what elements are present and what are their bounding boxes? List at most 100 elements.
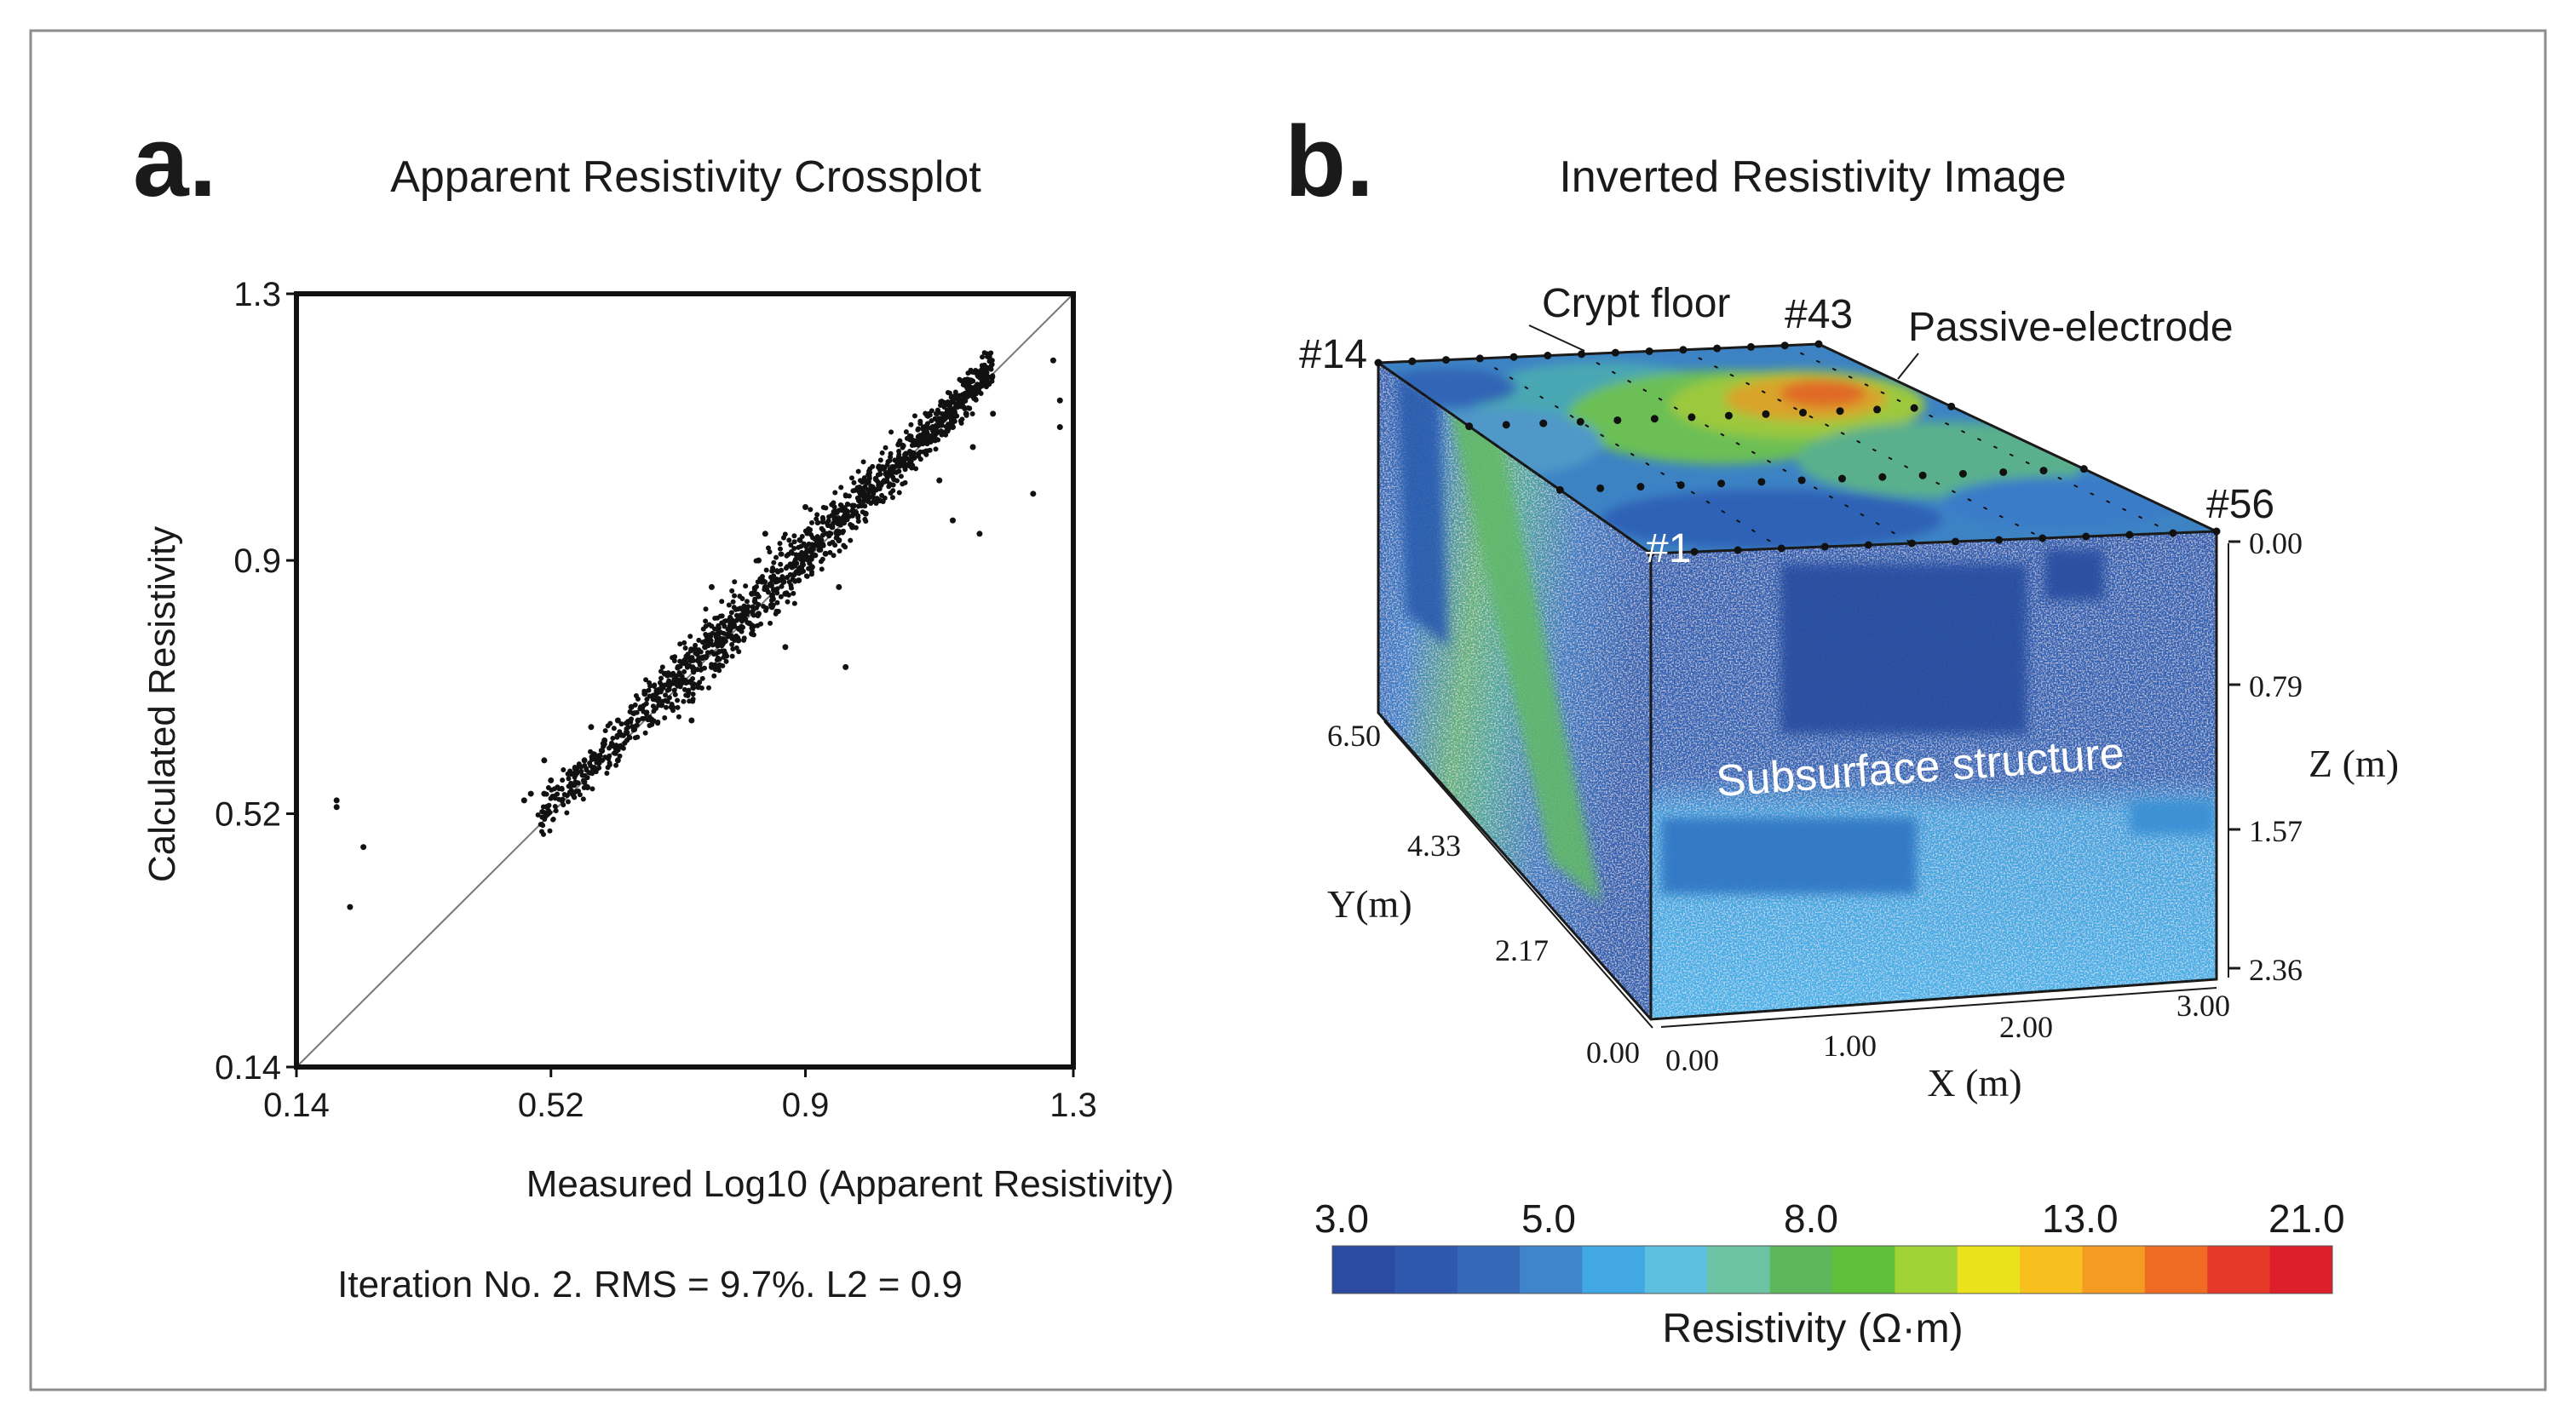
scatter-point	[809, 519, 815, 525]
scatter-point	[553, 808, 559, 814]
scatter-point	[944, 424, 950, 430]
electrode-dot	[1596, 484, 1605, 492]
electrode-dot	[1645, 347, 1653, 355]
scatter-point	[908, 458, 914, 464]
electrode-dot	[2125, 531, 2134, 539]
scatter-point	[1056, 397, 1063, 404]
scatter-point	[802, 503, 809, 510]
scatter-point	[620, 745, 626, 751]
scatter-point	[836, 508, 842, 513]
scatter-point	[963, 412, 969, 418]
panel-a-letter: a.	[133, 106, 216, 218]
block-top-face	[1378, 344, 2217, 554]
scatter-point	[844, 517, 850, 523]
scatter-point	[791, 600, 797, 606]
scatter-point	[595, 754, 601, 760]
scatter-point	[737, 594, 743, 600]
scatter-point	[780, 576, 786, 582]
scatter-point	[565, 799, 571, 805]
scatter-point	[635, 696, 641, 702]
scatter-point	[727, 618, 733, 624]
scatter-point	[631, 710, 637, 716]
x-axis-3d: 0.00 1.00 2.00 3.00 X (m)	[1660, 987, 2230, 1104]
scatter-point	[909, 442, 915, 448]
scatter-point	[936, 477, 943, 484]
scatter-point	[778, 561, 784, 567]
electrode-dot	[1724, 411, 1733, 420]
z-tick-0: 0.00	[2249, 526, 2303, 560]
scatter-point	[989, 378, 995, 384]
scatter-point	[726, 602, 732, 608]
scatter-point	[750, 591, 756, 597]
scatter-point	[710, 642, 716, 648]
electrode-dot	[1999, 468, 2008, 476]
scatter-point	[844, 502, 850, 508]
scatter-point	[719, 643, 725, 649]
scatter-point	[855, 468, 861, 474]
scatter-point	[949, 422, 955, 428]
y-axis-label: Calculated Resistivity	[141, 526, 183, 882]
scatter-point	[617, 753, 623, 759]
scatter-point	[729, 588, 735, 594]
scatter-point	[895, 442, 901, 448]
scatter-point	[641, 688, 647, 694]
scatter-point	[676, 714, 681, 720]
electrode-dot	[1995, 536, 2004, 544]
scatter-point	[548, 777, 555, 783]
scatter-point	[712, 615, 718, 621]
colorbar-tick-0: 3.0	[1314, 1196, 1369, 1241]
scatter-point	[939, 422, 945, 428]
scatter-point	[649, 716, 655, 722]
colorbar-cells	[1332, 1246, 2333, 1294]
scatter-point	[750, 623, 756, 629]
scatter-point	[657, 688, 663, 694]
scatter-point	[681, 686, 687, 692]
scatter-point	[964, 383, 970, 389]
scatter-point	[688, 646, 694, 652]
scatter-point	[745, 620, 750, 626]
scatter-point	[797, 537, 803, 543]
scatter-point	[990, 373, 996, 379]
scatter-point	[913, 466, 919, 472]
scatter-point	[696, 637, 702, 643]
scatter-point	[743, 583, 749, 589]
scatter-point	[934, 422, 940, 427]
scatter-point	[967, 405, 973, 411]
z-axis: 0.00 0.79 1.57 2.36 Z (m)	[2228, 526, 2399, 987]
scatter-point	[732, 579, 738, 585]
scatter-point	[755, 613, 761, 619]
colorbar-cell	[1582, 1246, 1646, 1294]
colorbar-cell	[2020, 1246, 2083, 1294]
scatter-point	[666, 695, 672, 701]
scatter-point	[727, 624, 733, 630]
scatter-point	[785, 592, 791, 598]
scatter-point	[808, 556, 814, 562]
scatter-point	[768, 602, 773, 608]
scatter-point	[808, 507, 814, 513]
scatter-point	[740, 616, 746, 622]
scatter-point	[848, 475, 854, 481]
scatter-point	[632, 726, 638, 732]
scatter-point	[896, 451, 902, 457]
scatter-point	[681, 698, 687, 704]
scatter-point	[894, 460, 900, 466]
scatter-point	[659, 664, 665, 670]
scatter-point	[922, 433, 928, 439]
scatter-point	[680, 660, 686, 666]
electrode-dot	[1947, 402, 1956, 410]
scatter-point	[791, 539, 797, 545]
passive-electrode-label: Passive-electrode	[1908, 305, 2234, 350]
scatter-point	[634, 722, 640, 728]
scatter-point	[861, 494, 867, 500]
scatter-point	[733, 645, 739, 651]
scatter-point	[841, 520, 847, 526]
colorbar-cell	[1957, 1246, 2021, 1294]
colorbar: 3.0 5.0 8.0 13.0 21.0 Resistivity (Ω·m)	[1314, 1196, 2345, 1351]
scatter-point	[722, 639, 728, 645]
electrode-dot	[1734, 546, 1742, 554]
scatter-point	[898, 473, 904, 479]
scatter-point	[816, 547, 822, 553]
scatter-point	[874, 496, 880, 502]
electrode-dot	[1762, 410, 1770, 418]
scatter-point	[582, 772, 588, 778]
